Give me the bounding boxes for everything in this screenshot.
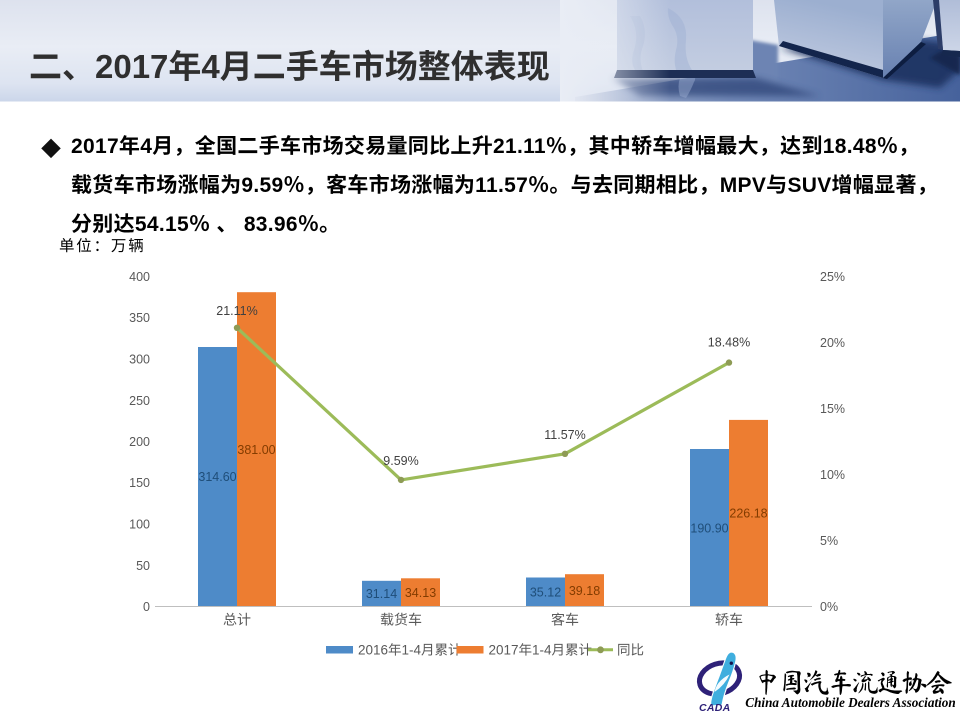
svg-text:34.13: 34.13 bbox=[405, 586, 436, 600]
svg-text:25%: 25% bbox=[820, 270, 845, 284]
svg-text:轿车: 轿车 bbox=[715, 612, 743, 628]
svg-text:381.00: 381.00 bbox=[237, 443, 275, 457]
svg-text:350: 350 bbox=[129, 311, 150, 325]
svg-text:20%: 20% bbox=[820, 336, 845, 350]
svg-text:5%: 5% bbox=[820, 534, 838, 548]
svg-text:200: 200 bbox=[129, 435, 150, 449]
svg-text:2017年1-4月累计: 2017年1-4月累计 bbox=[489, 643, 593, 658]
svg-text:190.90: 190.90 bbox=[690, 521, 728, 535]
svg-text:10%: 10% bbox=[820, 468, 845, 482]
svg-text:250: 250 bbox=[129, 394, 150, 408]
svg-text:同比: 同比 bbox=[617, 643, 644, 658]
svg-text:0: 0 bbox=[143, 600, 150, 614]
svg-text:226.18: 226.18 bbox=[729, 507, 767, 521]
svg-text:18.48%: 18.48% bbox=[708, 336, 750, 350]
svg-text:35.12: 35.12 bbox=[530, 586, 561, 600]
svg-text:400: 400 bbox=[129, 270, 150, 284]
svg-text:载货车: 载货车 bbox=[380, 612, 422, 628]
svg-text:China Automobile Dealers Assoc: China Automobile Dealers Association bbox=[745, 695, 955, 710]
svg-text:客车: 客车 bbox=[551, 612, 579, 628]
svg-text:314.60: 314.60 bbox=[198, 470, 236, 484]
svg-text:中国汽车流通协会: 中国汽车流通协会 bbox=[754, 669, 952, 696]
svg-text:31.14: 31.14 bbox=[366, 587, 397, 601]
svg-text:39.18: 39.18 bbox=[569, 584, 600, 598]
svg-text:11.57%: 11.57% bbox=[544, 428, 585, 442]
svg-text:0%: 0% bbox=[820, 600, 838, 614]
svg-text:150: 150 bbox=[129, 476, 150, 490]
svg-text:2016年1-4月累计: 2016年1-4月累计 bbox=[358, 643, 462, 658]
svg-text:总计: 总计 bbox=[223, 612, 251, 628]
svg-text:CADA: CADA bbox=[699, 702, 731, 714]
svg-text:21.11%: 21.11% bbox=[216, 304, 257, 318]
svg-text:15%: 15% bbox=[820, 402, 845, 416]
svg-text:9.59%: 9.59% bbox=[383, 454, 418, 468]
svg-text:100: 100 bbox=[129, 518, 150, 532]
svg-text:300: 300 bbox=[129, 353, 150, 367]
svg-text:50: 50 bbox=[136, 559, 150, 573]
